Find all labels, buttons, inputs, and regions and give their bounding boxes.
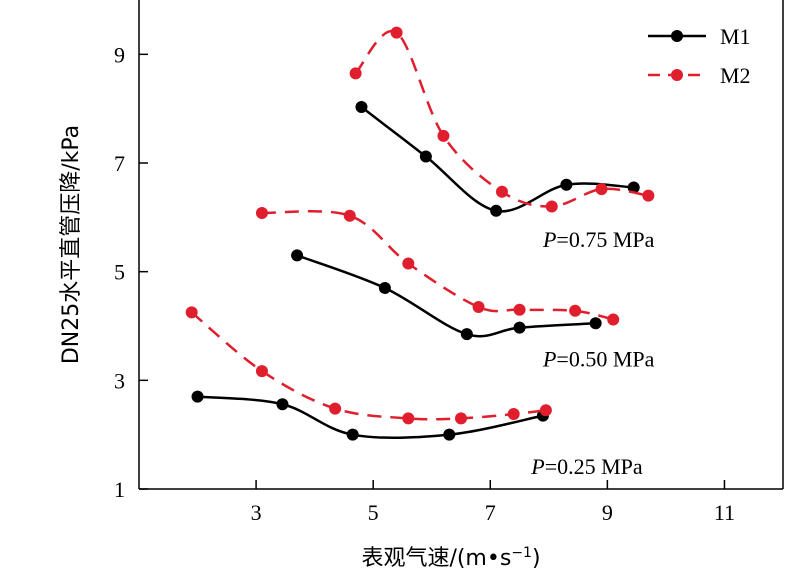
m1-data-point (490, 204, 503, 217)
m2-data-point (545, 200, 558, 213)
y-axis-label: DN25水平直管压降/kPa (59, 125, 84, 364)
m1-data-point (378, 281, 391, 294)
m1-data-point (460, 328, 473, 341)
m1-data-point (191, 390, 204, 403)
x-tick-label: 3 (251, 500, 262, 525)
m2-data-point (255, 206, 268, 219)
legend-label-m1: M1 (720, 24, 751, 49)
m2-data-point (349, 67, 362, 80)
m1-data-point (589, 317, 602, 330)
x-tick-label: 9 (602, 500, 613, 525)
y-tick-label: 9 (114, 42, 125, 67)
m2-data-point (255, 365, 268, 378)
m1-data-point (291, 249, 304, 262)
pressure-annotation: P=0.50 MPa (542, 347, 655, 372)
x-axis-label-close: ) (532, 546, 541, 571)
x-axis-label-main: 表观气速/(m (361, 546, 486, 571)
y-tick-label: 7 (114, 151, 125, 176)
pressure-value: =0.75 MPa (556, 227, 654, 252)
pressure-annotation: P=0.25 MPa (530, 454, 643, 479)
m2-data-point (455, 412, 467, 425)
m2-data-point (343, 209, 356, 222)
m1-data-point (346, 428, 359, 441)
m2-data-point (539, 404, 552, 417)
m2-data-point (595, 183, 608, 196)
m1-data-point (355, 101, 368, 114)
x-axis-label-unit: s (500, 546, 511, 571)
m1-data-point (443, 428, 456, 441)
m1-data-point (627, 181, 640, 194)
pressure-annotation: P=0.75 MPa (542, 227, 655, 252)
m2-data-point (437, 129, 450, 142)
m1-data-point (419, 150, 432, 163)
m1-data-point (560, 178, 573, 191)
legend: M1 M2 (648, 24, 751, 88)
m2-data-point (607, 313, 620, 326)
m2-series-line (354, 29, 649, 208)
m2-data-point (402, 257, 415, 270)
legend-marker-m2 (671, 69, 683, 81)
m1-series-line (296, 254, 596, 338)
plot-area (185, 26, 655, 441)
pressure-variable: P (542, 347, 556, 372)
x-tick-label: 7 (485, 500, 496, 525)
m2-data-point (185, 306, 198, 319)
pressure-value: =0.50 MPa (556, 347, 654, 372)
m2-data-point (569, 304, 582, 317)
pressure-variable: P (530, 454, 544, 479)
m2-data-point (402, 412, 415, 425)
x-tick-label: 11 (714, 500, 735, 525)
x-axis-label-dot: • (487, 546, 500, 571)
m2-data-point (507, 408, 520, 421)
legend-label-m2: M2 (720, 63, 751, 88)
m2-data-point (513, 303, 526, 316)
m2-data-point (642, 189, 655, 202)
pressure-variable: P (542, 227, 556, 252)
m1-data-point (513, 321, 526, 334)
pressure-value: =0.25 MPa (545, 454, 643, 479)
x-tick-label: 5 (368, 500, 379, 525)
m1-data-point (276, 398, 289, 411)
x-axis-label: 表观气速/(m•s−1) (361, 545, 540, 571)
m2-data-point (495, 185, 508, 198)
m2-data-point (472, 300, 485, 313)
m2-data-point (390, 26, 403, 39)
m2-data-point (329, 402, 342, 415)
y-tick-label: 5 (114, 260, 125, 285)
x-axis-label-exponent: −1 (511, 545, 532, 561)
legend-marker-m1 (671, 30, 683, 42)
y-tick-label: 1 (114, 477, 125, 502)
m2-series-line (261, 209, 614, 321)
y-tick-label: 3 (114, 368, 125, 393)
m2-series-line (190, 311, 547, 421)
